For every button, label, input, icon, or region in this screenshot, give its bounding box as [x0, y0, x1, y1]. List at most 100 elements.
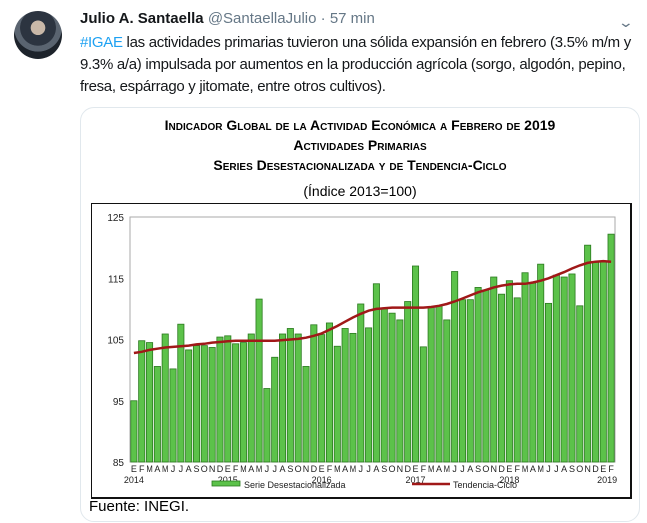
bar [568, 273, 576, 463]
x-tick-month: M [240, 464, 246, 474]
bar [341, 328, 349, 463]
chevron-down-icon[interactable]: ⌄ [617, 14, 635, 30]
x-tick-month: A [186, 464, 192, 474]
author-handle[interactable]: @SantaellaJulio [207, 10, 317, 27]
chart-image-card[interactable]: Indicador Global de la Actividad Económi… [80, 107, 640, 522]
legend-swatch-bars [211, 480, 241, 487]
x-tick-month: J [179, 464, 184, 474]
x-tick-month: F [139, 464, 145, 474]
bar [365, 327, 373, 463]
x-tick-month: S [381, 464, 387, 474]
x-tick-month: O [576, 464, 583, 474]
bar [419, 346, 427, 463]
x-tick-month: M [350, 464, 356, 474]
bar [161, 333, 169, 463]
x-tick-year: 2016 [312, 475, 332, 485]
x-tick-month: E [225, 464, 231, 474]
x-tick-month: D [592, 464, 599, 474]
x-tick-month: F [233, 464, 239, 474]
x-tick-year: 2015 [218, 475, 238, 485]
bar [208, 347, 216, 463]
x-tick-month: J [554, 464, 559, 474]
bar [435, 305, 443, 463]
x-tick-year: 2017 [406, 475, 426, 485]
bar [466, 299, 474, 463]
chart-index-note: (Índice 2013=100) [303, 183, 417, 199]
bar [333, 345, 341, 463]
x-tick-month: M [162, 464, 168, 474]
bar [247, 333, 255, 463]
x-tick-month: A [530, 464, 536, 474]
x-tick-month: A [436, 464, 442, 474]
bar [427, 306, 435, 463]
bar [318, 334, 326, 463]
y-tick-label: 95 [113, 397, 125, 408]
x-tick-month: J [359, 464, 364, 474]
bar [552, 274, 560, 463]
chart-source: Fuente: INEGI. [89, 498, 190, 515]
x-tick-month: E [506, 464, 512, 474]
x-tick-month: N [397, 464, 404, 474]
x-tick-month: N [584, 464, 591, 474]
x-tick-month: N [303, 464, 310, 474]
bar [310, 324, 318, 463]
x-tick-month: D [498, 464, 505, 474]
bar [263, 388, 271, 463]
x-tick-month: F [514, 464, 520, 474]
separator: · [320, 10, 326, 27]
x-tick-month: N [209, 464, 216, 474]
x-tick-month: S [475, 464, 481, 474]
bar [232, 343, 240, 463]
x-tick-month: M [146, 464, 152, 474]
x-tick-month: M [537, 464, 543, 474]
bar [505, 280, 513, 463]
bar [146, 342, 154, 463]
bar [325, 322, 333, 463]
bar [513, 297, 521, 463]
bar [584, 244, 592, 463]
bar [576, 305, 584, 463]
x-tick-month: J [460, 464, 465, 474]
y-tick-label: 115 [108, 274, 124, 285]
x-tick-month: S [569, 464, 575, 474]
bar [349, 332, 357, 463]
bar [255, 298, 263, 463]
x-tick-month: E [319, 464, 325, 474]
tweet-header: Julio A. Santaella @SantaellaJulio · 57 … [80, 10, 375, 27]
bar [490, 276, 498, 463]
x-tick-month: F [421, 464, 427, 474]
bar [529, 282, 537, 463]
legend-label-bars: Serie Desestacionalizada [244, 480, 346, 490]
author-name[interactable]: Julio A. Santaella [80, 10, 204, 27]
x-tick-month: F [327, 464, 333, 474]
y-tick-label: 125 [107, 213, 124, 224]
bar [224, 335, 232, 463]
x-tick-month: O [295, 464, 302, 474]
bar [294, 333, 302, 463]
chart-subtitle-2: Series Desestacionalizada y de Tendencia… [213, 157, 507, 173]
chart-frame: 85 95 105 115 125 E 2014 F M A M J J A S O N D E 2015 F M A M J J… [91, 203, 632, 499]
x-tick-month: M [444, 464, 450, 474]
bar [357, 303, 365, 463]
bar [521, 272, 529, 463]
tweet-body: las actividades primarias tuvieron una s… [80, 34, 631, 95]
x-tick-month: F [608, 464, 614, 474]
bar [177, 323, 185, 463]
hashtag-link[interactable]: #IGAE [80, 34, 123, 51]
avatar[interactable] [14, 11, 62, 59]
bar [498, 293, 506, 463]
bar [404, 301, 412, 463]
bar [591, 261, 599, 463]
timestamp[interactable]: 57 min [329, 10, 375, 27]
bar [482, 289, 490, 463]
bar [599, 261, 607, 463]
x-tick-month: E [413, 464, 419, 474]
x-tick-month: S [193, 464, 199, 474]
bar [200, 345, 208, 463]
bar [607, 233, 615, 463]
legend-label-trend: Tendencia-Ciclo [453, 480, 517, 490]
bar [372, 283, 380, 463]
bar [443, 319, 451, 463]
x-tick-month: A [154, 464, 160, 474]
x-tick-month: A [280, 464, 286, 474]
